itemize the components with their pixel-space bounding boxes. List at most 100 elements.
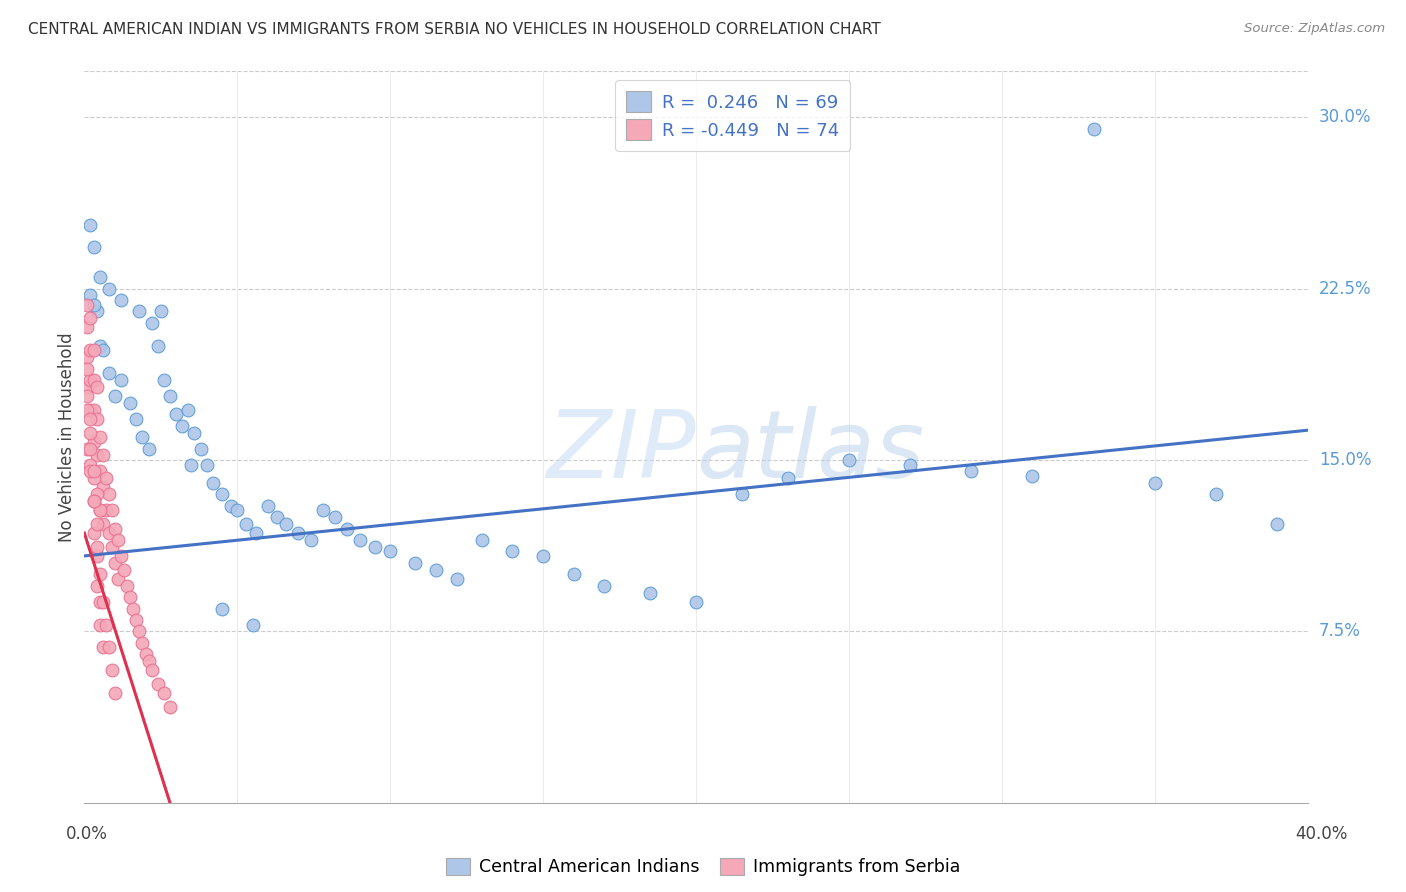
Point bbox=[89, 270, 111, 285]
Point bbox=[104, 556, 127, 570]
Point bbox=[91, 343, 114, 358]
Point bbox=[97, 366, 120, 380]
Point bbox=[86, 412, 108, 426]
Point bbox=[83, 402, 105, 417]
Point bbox=[91, 640, 114, 655]
Point bbox=[86, 579, 108, 593]
Point bbox=[153, 373, 176, 387]
Point bbox=[146, 677, 169, 691]
Point bbox=[76, 297, 98, 311]
Point bbox=[76, 320, 98, 334]
Point bbox=[89, 617, 111, 632]
Point bbox=[146, 338, 169, 352]
Point bbox=[76, 350, 98, 364]
Point bbox=[364, 540, 387, 554]
Point bbox=[638, 585, 661, 599]
Point bbox=[138, 442, 160, 456]
Point bbox=[83, 464, 105, 478]
Point bbox=[960, 464, 983, 478]
Point bbox=[97, 487, 120, 501]
Point bbox=[531, 549, 554, 563]
Point bbox=[89, 503, 111, 517]
Point bbox=[122, 601, 145, 615]
Point bbox=[83, 373, 105, 387]
Point bbox=[1143, 475, 1166, 490]
Point bbox=[83, 240, 105, 254]
Point bbox=[115, 579, 138, 593]
Point bbox=[101, 663, 124, 677]
Point bbox=[97, 640, 120, 655]
Point bbox=[89, 338, 111, 352]
Text: ZIP: ZIP bbox=[547, 406, 696, 497]
Point bbox=[128, 624, 150, 639]
Point bbox=[138, 654, 160, 668]
Text: 40.0%: 40.0% bbox=[1295, 825, 1348, 843]
Point bbox=[125, 412, 148, 426]
Legend: R =  0.246   N = 69, R = -0.449   N = 74: R = 0.246 N = 69, R = -0.449 N = 74 bbox=[616, 80, 851, 151]
Point bbox=[1205, 487, 1227, 501]
Point bbox=[898, 458, 921, 472]
Text: atlas: atlas bbox=[696, 406, 924, 497]
Point bbox=[172, 418, 194, 433]
Point bbox=[97, 526, 120, 541]
Point bbox=[1021, 469, 1043, 483]
Point bbox=[211, 487, 233, 501]
Point bbox=[94, 617, 117, 632]
Point bbox=[380, 544, 402, 558]
Point bbox=[211, 601, 233, 615]
Point bbox=[235, 516, 257, 531]
Point bbox=[446, 572, 468, 586]
Point bbox=[86, 380, 108, 394]
Point bbox=[91, 516, 114, 531]
Point bbox=[79, 311, 101, 326]
Point bbox=[79, 442, 101, 456]
Point bbox=[131, 636, 153, 650]
Point bbox=[183, 425, 205, 440]
Point bbox=[349, 533, 371, 547]
Point bbox=[83, 526, 105, 541]
Point bbox=[180, 458, 202, 472]
Point bbox=[120, 396, 142, 410]
Point bbox=[112, 563, 135, 577]
Point bbox=[86, 304, 108, 318]
Point bbox=[79, 464, 101, 478]
Point bbox=[104, 686, 127, 700]
Point bbox=[94, 471, 117, 485]
Y-axis label: No Vehicles in Household: No Vehicles in Household bbox=[58, 332, 76, 542]
Point bbox=[165, 407, 187, 421]
Text: 7.5%: 7.5% bbox=[1319, 623, 1361, 640]
Point bbox=[159, 699, 181, 714]
Point bbox=[131, 430, 153, 444]
Point bbox=[299, 533, 322, 547]
Point bbox=[76, 442, 98, 456]
Text: 30.0%: 30.0% bbox=[1319, 108, 1371, 126]
Point bbox=[89, 503, 111, 517]
Point bbox=[266, 510, 288, 524]
Point bbox=[89, 567, 111, 582]
Text: 0.0%: 0.0% bbox=[66, 825, 108, 843]
Point bbox=[120, 590, 142, 604]
Point bbox=[83, 494, 105, 508]
Text: 22.5%: 22.5% bbox=[1319, 279, 1371, 298]
Point bbox=[91, 594, 114, 608]
Point bbox=[107, 533, 129, 547]
Point bbox=[86, 516, 108, 531]
Point bbox=[257, 499, 280, 513]
Point bbox=[287, 526, 309, 541]
Point bbox=[1265, 516, 1288, 531]
Point bbox=[79, 425, 101, 440]
Point bbox=[685, 594, 707, 608]
Point bbox=[79, 373, 101, 387]
Point bbox=[110, 549, 132, 563]
Point bbox=[76, 402, 98, 417]
Point bbox=[195, 458, 218, 472]
Point bbox=[86, 487, 108, 501]
Point bbox=[110, 373, 132, 387]
Point bbox=[101, 503, 124, 517]
Point bbox=[502, 544, 524, 558]
Point bbox=[125, 613, 148, 627]
Point bbox=[562, 567, 585, 582]
Point bbox=[76, 380, 98, 394]
Point bbox=[190, 442, 212, 456]
Point bbox=[149, 304, 172, 318]
